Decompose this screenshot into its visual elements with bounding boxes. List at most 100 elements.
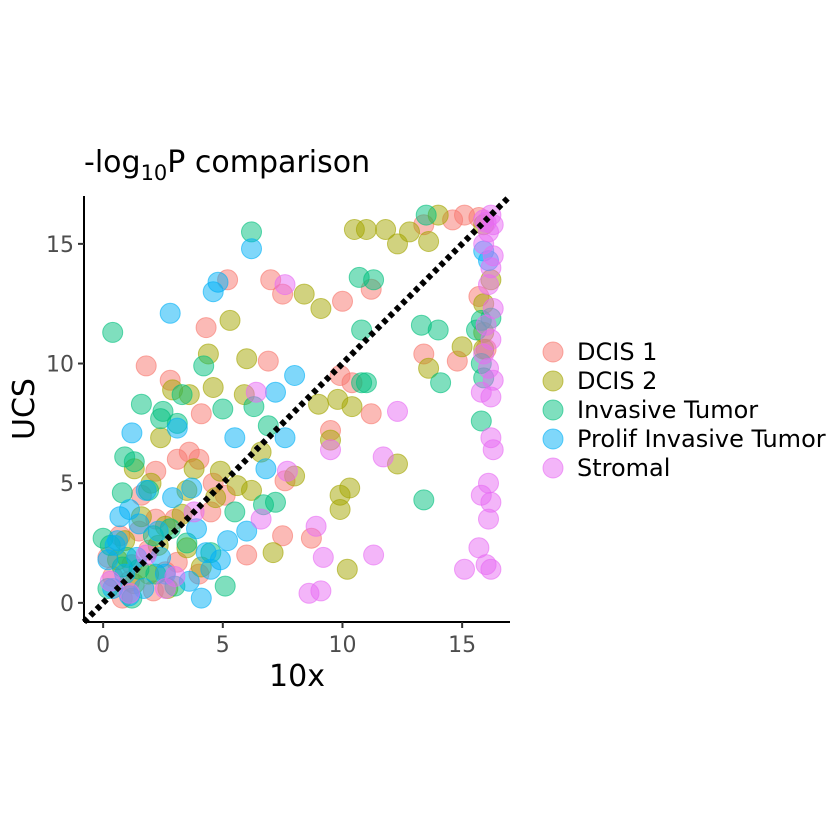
data-point [272, 525, 294, 547]
legend-key [542, 399, 564, 421]
y-tick-label: 10 [46, 353, 74, 378]
data-point [329, 499, 351, 520]
data-point [166, 448, 188, 470]
data-point [171, 384, 193, 406]
data-point [274, 274, 296, 296]
data-point [274, 427, 296, 449]
data-point [265, 381, 286, 403]
x-tick-label: 10 [328, 633, 356, 658]
legend-item: DCIS 1 [542, 338, 657, 366]
data-point [418, 231, 440, 252]
legend-label: Prolif Invasive Tumor [577, 425, 826, 453]
data-point [209, 460, 231, 482]
x-tick-label: 0 [96, 633, 110, 658]
data-point [190, 403, 212, 425]
data-point [224, 501, 246, 523]
legend-item: DCIS 2 [542, 367, 657, 395]
data-point [130, 393, 152, 415]
data-point [363, 269, 385, 291]
data-point [415, 204, 437, 226]
data-point [193, 355, 215, 377]
data-point [265, 491, 286, 513]
data-point [293, 283, 315, 305]
data-point [123, 451, 145, 473]
data-point [135, 355, 157, 377]
data-point [387, 400, 408, 422]
data-point [363, 544, 385, 566]
plot-title-subscript: 10 [141, 161, 168, 185]
data-point [372, 446, 394, 468]
legend-key [542, 457, 564, 479]
y-tick-label: 5 [60, 472, 74, 497]
data-point [305, 515, 327, 537]
plot-title-tail: P comparison [167, 145, 370, 180]
y-axis-title: UCS [7, 378, 42, 440]
data-point [451, 336, 473, 358]
data-point [241, 238, 262, 260]
legend-item: Prolif Invasive Tumor [542, 425, 826, 453]
data-point [255, 458, 277, 480]
data-point [190, 587, 212, 609]
data-point [236, 520, 258, 542]
data-point [262, 542, 284, 564]
data-point [332, 290, 353, 312]
legend-label: Invasive Tumor [577, 396, 758, 424]
data-point [257, 415, 279, 437]
identity-line [81, 193, 513, 625]
data-point [205, 487, 227, 509]
data-point [470, 410, 492, 432]
data-point [339, 477, 361, 499]
data-point [250, 508, 272, 530]
legend-key [542, 428, 564, 450]
data-point [413, 489, 435, 511]
data-point [236, 544, 258, 566]
x-axis-ticks: 0 5 10 15 [96, 622, 476, 658]
data-point [183, 458, 205, 480]
data-point [236, 348, 258, 370]
y-tick-label: 15 [46, 233, 74, 258]
data-point [418, 357, 440, 379]
data-point [119, 582, 140, 604]
data-point [202, 377, 224, 398]
data-point [430, 372, 452, 394]
x-axis-title: 10x [269, 659, 325, 694]
data-point [480, 558, 502, 580]
data-point [207, 271, 229, 293]
data-point [320, 439, 341, 461]
data-point [360, 403, 382, 425]
plot-title: -log10P comparison [84, 145, 370, 185]
data-point [154, 578, 176, 599]
legend-label: DCIS 2 [577, 367, 657, 395]
data-point [284, 365, 306, 386]
data-point [276, 460, 298, 482]
data-point [399, 221, 420, 243]
legend-item: Stromal [542, 454, 670, 482]
data-point [224, 427, 246, 449]
data-point [355, 372, 377, 394]
data-point [478, 508, 499, 530]
data-point [245, 381, 267, 403]
legend-item: Invasive Tumor [542, 396, 758, 424]
data-point [217, 530, 239, 552]
y-tick-label: 0 [60, 592, 74, 617]
data-point [97, 549, 119, 571]
legend-label: Stromal [577, 454, 670, 482]
reference-line-layer [81, 193, 513, 625]
data-point [209, 549, 231, 571]
data-point [375, 219, 397, 240]
data-point [219, 309, 241, 331]
data-point [454, 558, 475, 580]
data-point [195, 317, 217, 339]
data-point [99, 570, 121, 592]
data-point [312, 546, 334, 568]
x-tick-label: 5 [216, 633, 230, 658]
data-point [336, 558, 358, 580]
data-point [109, 506, 131, 528]
data-point [107, 530, 128, 552]
data-point [310, 580, 332, 602]
data-point [341, 396, 363, 418]
y-axis-ticks: 0 5 10 15 [46, 233, 84, 617]
